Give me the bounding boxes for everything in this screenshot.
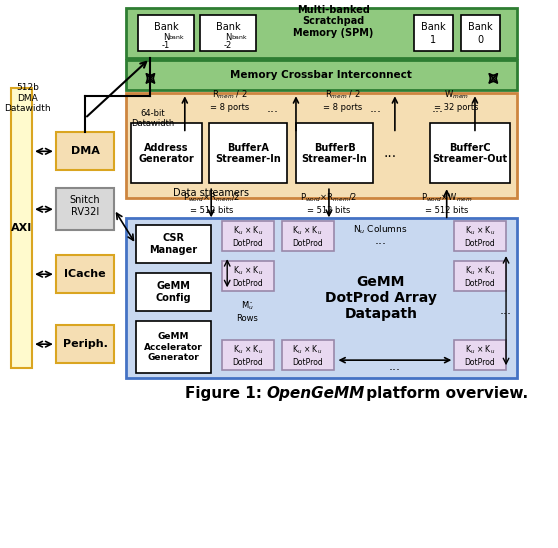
Text: 512b
DMA
Datawidth: 512b DMA Datawidth [4,83,51,113]
Bar [223,340,275,370]
Text: ...: ... [383,146,397,161]
Bar [223,221,275,251]
Text: Bank: Bank [153,22,179,32]
Bar [430,123,510,183]
Bar [200,15,257,52]
Text: N: N [163,33,169,42]
Text: R$_{mem}$ / 2
= 8 ports: R$_{mem}$ / 2 = 8 ports [324,89,363,112]
Text: -1: -1 [162,41,170,50]
Text: K$_u$ × K$_u$
DotProd: K$_u$ × K$_u$ DotProd [233,225,263,248]
Text: Figure 1:: Figure 1: [185,386,267,401]
Text: 0: 0 [478,36,484,45]
Text: BufferB
Streamer-In: BufferB Streamer-In [302,142,368,164]
Text: K$_u$ × K$_u$
DotProd: K$_u$ × K$_u$ DotProd [233,265,263,288]
Bar [12,88,32,368]
Bar [282,221,334,251]
Bar [461,15,501,52]
Text: Data streamers: Data streamers [173,189,249,198]
Text: ...: ... [266,102,278,115]
Text: Multi-banked
Scratchpad
Memory (SPM): Multi-banked Scratchpad Memory (SPM) [294,5,374,38]
Bar [413,15,453,52]
Bar [223,261,275,291]
Text: R$_{mem}$ / 2
= 8 ports: R$_{mem}$ / 2 = 8 ports [210,89,249,112]
Text: K$_u$ × K$_u$
DotProd: K$_u$ × K$_u$ DotProd [292,344,323,367]
Text: Snitch
RV32I: Snitch RV32I [70,196,100,217]
Text: K$_u$ × K$_u$
DotProd: K$_u$ × K$_u$ DotProd [233,344,263,367]
Text: BufferA
Streamer-In: BufferA Streamer-In [215,142,281,164]
Text: AXI: AXI [11,223,32,233]
Text: DMA: DMA [70,146,99,156]
Bar [56,255,114,293]
Text: GeMM
Accelerator
Generator: GeMM Accelerator Generator [144,332,203,362]
Bar [138,15,194,52]
Text: M$_u$
Rows: M$_u$ Rows [236,300,258,323]
Bar [127,218,517,378]
Bar [282,340,334,370]
Text: platform overview.: platform overview. [361,386,528,401]
Text: bank: bank [231,36,247,41]
Bar [127,60,517,90]
Text: GeMM
DotProd Array
Datapath: GeMM DotProd Array Datapath [325,275,437,321]
Text: K$_u$ × K$_u$
DotProd: K$_u$ × K$_u$ DotProd [464,265,495,288]
Text: K$_u$ × K$_u$
DotProd: K$_u$ × K$_u$ DotProd [464,344,495,367]
Text: ...: ... [243,295,253,305]
Text: OpenGeMM: OpenGeMM [267,386,365,401]
Text: W$_{mem}$
= 32 ports: W$_{mem}$ = 32 ports [434,89,478,112]
Text: K$_u$ × K$_u$
DotProd: K$_u$ × K$_u$ DotProd [464,225,495,248]
Text: Bank: Bank [216,22,240,32]
Text: N: N [225,33,232,42]
Text: GeMM
Config: GeMM Config [156,282,191,303]
Text: bank: bank [169,36,185,41]
Text: -2: -2 [224,41,232,50]
Text: P$_{word}$×R$_{mem}$/2
= 512 bits: P$_{word}$×R$_{mem}$/2 = 512 bits [182,192,240,215]
Bar [296,123,373,183]
Text: ...: ... [375,234,387,247]
Text: Memory Crossbar Interconnect: Memory Crossbar Interconnect [230,70,412,81]
Text: BufferC
Streamer-Out: BufferC Streamer-Out [432,142,508,164]
Text: K$_u$ × K$_u$
DotProd: K$_u$ × K$_u$ DotProd [292,225,323,248]
Bar [454,340,506,370]
Text: ICache: ICache [64,269,106,279]
Text: P$_{word}$×R$_{mem}$/2
= 512 bits: P$_{word}$×R$_{mem}$/2 = 512 bits [300,192,358,215]
Bar [127,8,517,59]
Bar [131,123,202,183]
Text: Bank: Bank [421,22,446,32]
Bar [454,221,506,251]
Text: Bank: Bank [468,22,493,32]
Text: ...: ... [431,102,443,115]
Text: Periph.: Periph. [62,339,107,349]
Text: N$_u$ Columns: N$_u$ Columns [353,224,408,237]
Text: CSR
Manager: CSR Manager [150,233,198,255]
Bar [56,132,114,170]
Bar [454,261,506,291]
Text: P$_{word}$×W$_{mem}$
= 512 bits: P$_{word}$×W$_{mem}$ = 512 bits [421,192,473,215]
Text: ...: ... [370,102,382,115]
Text: Address
Generator: Address Generator [138,142,194,164]
Bar [209,123,287,183]
Bar [136,225,211,263]
Bar [56,325,114,363]
Text: ...: ... [389,359,401,373]
Bar [136,321,211,373]
Text: ...: ... [500,304,512,317]
Text: 1: 1 [430,36,436,45]
Bar [127,93,517,198]
Bar [56,189,114,230]
Bar [136,273,211,311]
Text: 64-bit
Datawidth: 64-bit Datawidth [131,109,175,128]
